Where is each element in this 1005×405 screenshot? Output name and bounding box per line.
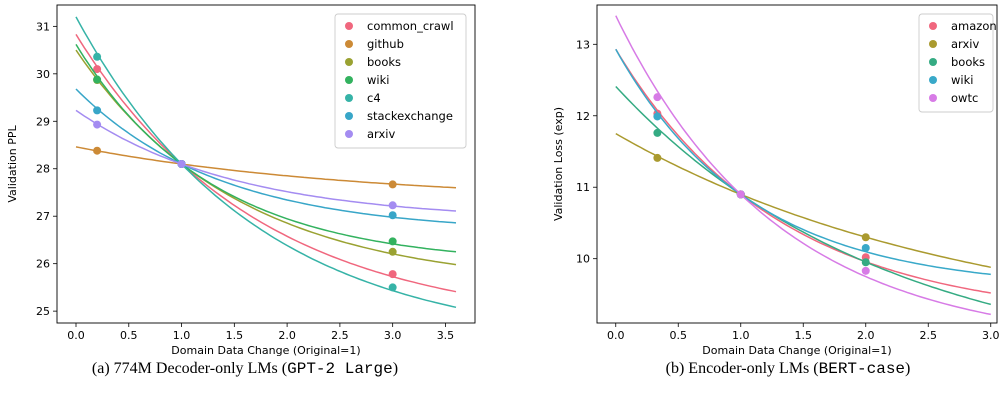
x-tick-label: 2.5 bbox=[920, 329, 938, 342]
y-axis-label: Validation PPL bbox=[6, 125, 19, 203]
series-line-books bbox=[615, 85, 991, 306]
data-point-arxiv bbox=[93, 120, 102, 129]
data-point-common_crawl bbox=[93, 65, 102, 74]
legend-label-arxiv: arxiv bbox=[367, 127, 395, 141]
legend-label-books: books bbox=[951, 55, 985, 69]
series-line-arxiv bbox=[615, 132, 991, 269]
data-point-owtc bbox=[736, 190, 745, 199]
series-line-owtc bbox=[615, 15, 991, 316]
x-tick-label: 3.0 bbox=[982, 329, 1000, 342]
x-tick-label: 0.0 bbox=[607, 329, 625, 342]
x-tick-label: 0.0 bbox=[67, 329, 85, 342]
data-point-github bbox=[388, 180, 397, 189]
legend-marker-c4 bbox=[345, 94, 353, 102]
legend: amazon arxiv books wiki owtc bbox=[918, 13, 997, 113]
legend-label-books: books bbox=[367, 55, 401, 69]
data-point-wiki bbox=[93, 75, 102, 84]
panel-a: 0.0 0.5 1.0 1.5 2.0 2.5 3.0 3.5 25 26 27 28 29 30 31 Do… bbox=[6, 4, 476, 357]
legend-marker-owtc bbox=[929, 94, 937, 102]
y-tick-label: 28 bbox=[36, 163, 50, 176]
y-tick-label: 25 bbox=[36, 305, 50, 318]
series-line-github bbox=[75, 146, 457, 189]
y-tick-label: 13 bbox=[576, 38, 590, 51]
x-tick-label: 2.0 bbox=[278, 329, 296, 342]
data-point-c4 bbox=[93, 52, 102, 61]
x-tick-label: 2.5 bbox=[331, 329, 349, 342]
y-tick-label: 12 bbox=[576, 110, 590, 123]
legend-marker-arxiv bbox=[929, 40, 937, 48]
data-point-wiki bbox=[653, 112, 662, 121]
caption-a: (a) 774M Decoder-only LMs (GPT-2 Large) bbox=[92, 360, 398, 378]
y-tick-label: 30 bbox=[36, 68, 50, 81]
data-point-arxiv bbox=[177, 160, 186, 168]
x-tick-label: 1.0 bbox=[173, 329, 191, 342]
legend-marker-amazon bbox=[929, 22, 937, 30]
data-point-stackexchange bbox=[388, 211, 397, 220]
data-point-owtc bbox=[653, 93, 662, 102]
data-point-arxiv bbox=[861, 233, 870, 242]
y-tick-label: 29 bbox=[36, 115, 50, 128]
data-point-wiki bbox=[388, 237, 397, 246]
legend-label-owtc: owtc bbox=[951, 91, 978, 105]
legend-label-c4: c4 bbox=[367, 91, 381, 105]
data-point-common_crawl bbox=[388, 270, 397, 279]
data-point-github bbox=[93, 146, 102, 155]
legend-marker-books bbox=[345, 58, 353, 66]
x-axis-label: Domain Data Change (Original=1) bbox=[171, 344, 360, 357]
x-tick-label: 0.5 bbox=[120, 329, 138, 342]
y-tick-label: 27 bbox=[36, 210, 50, 223]
data-point-books bbox=[653, 128, 662, 137]
data-point-books bbox=[861, 258, 870, 267]
x-tick-label: 0.5 bbox=[670, 329, 688, 342]
legend-label-wiki: wiki bbox=[367, 73, 389, 87]
legend-marker-wiki bbox=[345, 76, 353, 84]
x-tick-label: 2.0 bbox=[857, 329, 875, 342]
plot-frame bbox=[596, 4, 998, 324]
caption-b: (b) Encoder-only LMs (BERT-case) bbox=[666, 360, 911, 378]
x-tick-label: 1.5 bbox=[795, 329, 813, 342]
plot-frame bbox=[56, 4, 476, 324]
data-point-arxiv bbox=[653, 153, 662, 162]
series-line-amazon bbox=[615, 48, 991, 294]
data-point-stackexchange bbox=[93, 106, 102, 115]
y-tick-label: 10 bbox=[576, 253, 590, 266]
data-point-arxiv bbox=[388, 201, 397, 210]
data-point-c4 bbox=[388, 283, 397, 292]
legend-box bbox=[918, 13, 994, 113]
legend-label-arxiv: arxiv bbox=[951, 37, 979, 51]
y-tick-label: 11 bbox=[576, 181, 590, 194]
x-tick-label: 3.5 bbox=[437, 329, 455, 342]
legend-marker-wiki bbox=[929, 76, 937, 84]
legend-marker-github bbox=[345, 40, 353, 48]
legend-label-common_crawl: common_crawl bbox=[367, 19, 454, 33]
x-tick-label: 1.0 bbox=[732, 329, 750, 342]
y-axis-label: Validation Loss (exp) bbox=[552, 107, 565, 221]
y-tick-label: 31 bbox=[36, 20, 50, 33]
y-tick-label: 26 bbox=[36, 258, 50, 271]
data-point-books bbox=[388, 247, 397, 256]
legend-marker-common_crawl bbox=[345, 22, 353, 30]
legend-label-wiki: wiki bbox=[951, 73, 973, 87]
data-point-wiki bbox=[861, 243, 870, 252]
x-tick-label: 1.5 bbox=[226, 329, 244, 342]
legend-marker-arxiv bbox=[345, 130, 353, 138]
legend-marker-books bbox=[929, 58, 937, 66]
x-axis-label: Domain Data Change (Original=1) bbox=[702, 344, 891, 357]
x-tick-label: 3.0 bbox=[384, 329, 402, 342]
legend-label-amazon: amazon bbox=[951, 19, 997, 33]
series-line-wiki bbox=[615, 48, 991, 276]
legend-label-stackexchange: stackexchange bbox=[367, 109, 453, 123]
panel-b: 0.0 0.5 1.0 1.5 2.0 2.5 3.0 10 11 12 13 Domain Data… bbox=[552, 4, 1000, 357]
data-point-owtc bbox=[861, 266, 870, 275]
legend-label-github: github bbox=[367, 37, 404, 51]
legend-box bbox=[334, 13, 467, 149]
legend-marker-stackexchange bbox=[345, 112, 353, 120]
